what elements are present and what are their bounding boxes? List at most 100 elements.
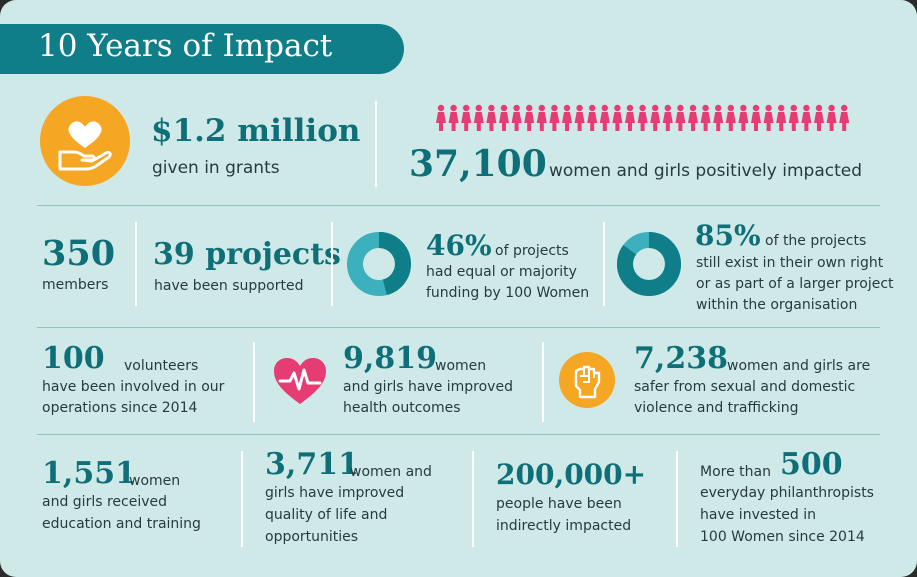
- woman-figure-icon: [574, 104, 585, 131]
- divider: [37, 205, 880, 206]
- woman-figure-icon: [436, 104, 446, 131]
- woman-figure-icon: [788, 104, 799, 131]
- woman-figure-icon: [473, 104, 484, 131]
- projects-label: have been supported: [154, 278, 304, 294]
- divider: [375, 101, 377, 187]
- still-exist-text: of the projects: [765, 233, 867, 249]
- women-figures-icon: [436, 104, 850, 131]
- woman-figure-icon: [725, 104, 736, 131]
- education-number: 1,551: [42, 456, 136, 491]
- equal-funding-text: had equal or majority: [426, 264, 577, 280]
- quality-text: girls have improved: [265, 485, 405, 501]
- divider: [37, 434, 880, 435]
- equal-funding-text: funding by 100 Women: [426, 285, 590, 301]
- woman-figure-icon: [776, 104, 787, 131]
- volunteers-number: 100: [42, 341, 105, 376]
- safer-number: 7,238: [634, 341, 728, 376]
- indirect-text: indirectly impacted: [496, 518, 632, 534]
- women-impacted-number: 37,100: [409, 143, 547, 185]
- health-text: and girls have improved: [343, 379, 513, 395]
- still-exist-donut-chart: [617, 232, 681, 296]
- philanthropists-text: have invested in: [700, 507, 816, 523]
- woman-figure-icon: [700, 104, 711, 131]
- woman-figure-icon: [650, 104, 661, 131]
- woman-figure-icon: [536, 104, 547, 131]
- indirect-number: 200,000+: [496, 458, 647, 491]
- still-exist-text: still exist in their own right: [696, 255, 884, 271]
- woman-figure-icon: [511, 104, 522, 131]
- quality-text: quality of life and: [265, 507, 388, 523]
- equal-funding-donut-chart: [347, 232, 411, 296]
- philanthropists-number: 500: [780, 447, 843, 482]
- divider: [472, 451, 474, 547]
- woman-figure-icon: [549, 104, 560, 131]
- woman-figure-icon: [486, 104, 497, 131]
- women-impacted-label: women and girls positively impacted: [549, 161, 862, 181]
- safer-text: women and girls are: [727, 358, 871, 374]
- projects-number: 39 projects: [153, 237, 341, 272]
- woman-figure-icon: [562, 104, 572, 131]
- quality-number: 3,711: [265, 447, 359, 482]
- woman-figure-icon: [448, 104, 459, 131]
- volunteers-text: operations since 2014: [42, 400, 198, 416]
- health-text: women: [435, 358, 487, 374]
- woman-figure-icon: [713, 104, 724, 131]
- philanthropists-text: everyday philanthropists: [700, 485, 874, 501]
- health-text: health outcomes: [343, 400, 461, 416]
- quality-text: opportunities: [265, 529, 359, 545]
- woman-figure-icon: [814, 104, 824, 131]
- woman-figure-icon: [688, 104, 698, 131]
- philanthropists-prefix: More than: [700, 464, 771, 480]
- divider: [241, 451, 243, 547]
- volunteers-text: volunteers: [124, 358, 199, 374]
- divider: [331, 222, 333, 306]
- still-exist-text: within the organisation: [696, 297, 858, 313]
- divider: [603, 222, 605, 306]
- title-banner: 10 Years of Impact: [0, 24, 404, 74]
- page-title: 10 Years of Impact: [38, 28, 333, 64]
- woman-figure-icon: [524, 104, 535, 131]
- woman-figure-icon: [839, 104, 850, 131]
- philanthropists-text: 100 Women since 2014: [700, 529, 865, 545]
- woman-figure-icon: [637, 104, 648, 131]
- woman-figure-icon: [461, 104, 472, 131]
- woman-figure-icon: [612, 104, 623, 131]
- woman-figure-icon: [587, 104, 598, 131]
- woman-figure-icon: [801, 104, 812, 131]
- woman-figure-icon: [499, 104, 509, 131]
- safer-text: violence and trafficking: [634, 400, 799, 416]
- grants-number: $1.2 million: [151, 113, 361, 149]
- woman-figure-icon: [625, 104, 635, 131]
- heartbeat-icon: [274, 358, 326, 404]
- divider: [135, 222, 137, 306]
- divider: [676, 451, 678, 547]
- health-number: 9,819: [343, 341, 437, 376]
- quality-text: women and: [350, 464, 432, 480]
- divider: [542, 342, 544, 422]
- education-text: education and training: [42, 516, 201, 532]
- equal-funding-text: of projects: [495, 243, 569, 259]
- divider: [37, 327, 880, 328]
- woman-figure-icon: [738, 104, 749, 131]
- volunteers-text: have been involved in our: [42, 379, 225, 395]
- grants-label: given in grants: [152, 158, 280, 178]
- education-text: women: [129, 473, 181, 489]
- safer-text: safer from sexual and domestic: [634, 379, 856, 395]
- still-exist-number: 85%: [695, 219, 761, 252]
- woman-figure-icon: [751, 104, 761, 131]
- divider: [253, 342, 255, 422]
- members-label: members: [42, 277, 109, 293]
- woman-figure-icon: [662, 104, 673, 131]
- woman-figure-icon: [826, 104, 837, 131]
- still-exist-text: or as part of a larger project: [696, 276, 894, 292]
- woman-figure-icon: [675, 104, 686, 131]
- woman-figure-icon: [763, 104, 774, 131]
- raised-fist-icon: [559, 352, 615, 408]
- woman-figure-icon: [599, 104, 610, 131]
- education-text: and girls received: [42, 494, 168, 510]
- equal-funding-number: 46%: [426, 229, 492, 262]
- members-number: 350: [42, 233, 116, 274]
- indirect-text: people have been: [496, 496, 622, 512]
- heart-in-hand-icon: [40, 96, 130, 186]
